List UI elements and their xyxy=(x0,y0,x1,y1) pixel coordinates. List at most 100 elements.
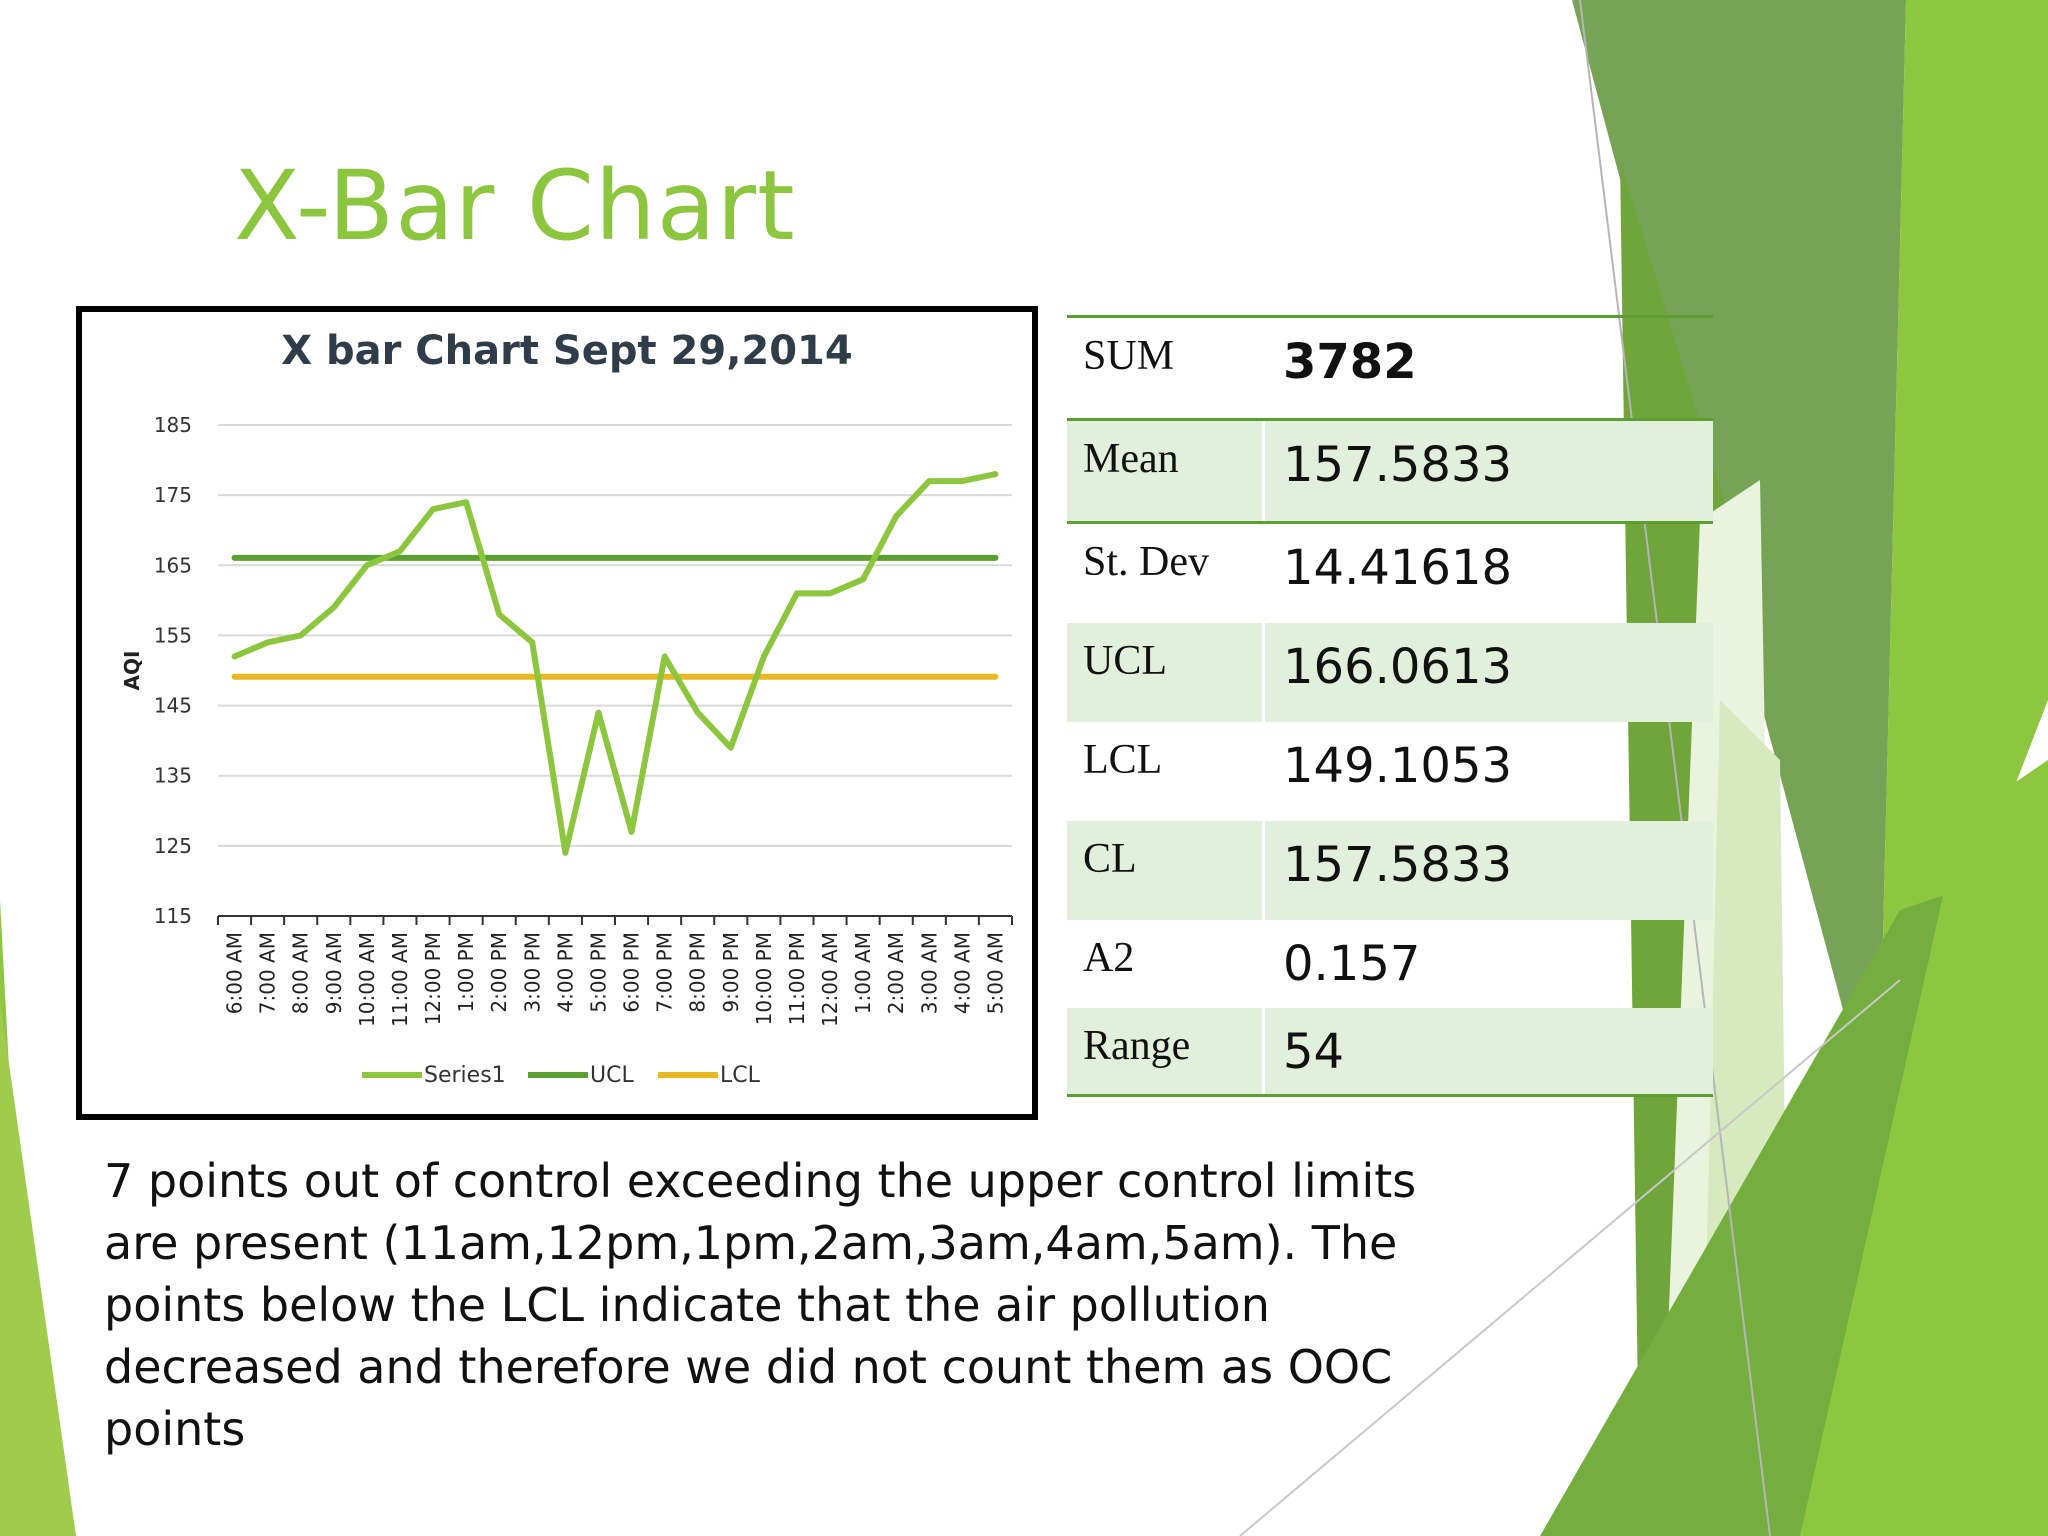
data-point-lcl xyxy=(961,676,963,678)
x-tick-label: 11:00 AM xyxy=(388,932,412,1027)
data-point-lcl xyxy=(498,676,500,678)
data-point-series1 xyxy=(763,655,765,657)
stats-table: SUM 3782 Mean 157.5833 St. Dev 14.41618 … xyxy=(1067,315,1713,1097)
data-point-series1 xyxy=(597,712,599,714)
data-point-lcl xyxy=(465,676,467,678)
data-point-series1 xyxy=(366,564,368,566)
data-point-lcl xyxy=(763,676,765,678)
data-point-lcl xyxy=(631,676,633,678)
x-tick-label: 5:00 AM xyxy=(983,932,1007,1014)
data-point-ucl xyxy=(465,557,467,559)
xbar-chart: X bar Chart Sept 29,2014 AQI 185 175 165 15… xyxy=(120,328,1013,1088)
data-point-ucl xyxy=(498,557,500,559)
stats-value: 14.41618 xyxy=(1283,540,1513,596)
data-point-series1 xyxy=(465,501,467,503)
stats-value: 0.157 xyxy=(1283,936,1421,992)
data-point-lcl xyxy=(928,676,930,678)
decor-shape xyxy=(0,1000,76,1536)
data-point-series1 xyxy=(631,831,633,833)
decor-shape xyxy=(1878,0,2048,1140)
data-point-series1 xyxy=(928,480,930,482)
stats-row-cl: CL 157.5833 xyxy=(1067,821,1713,920)
data-point-series1 xyxy=(564,852,566,854)
data-point-lcl xyxy=(994,676,996,678)
x-tick-label: 10:00 PM xyxy=(752,932,776,1025)
data-point-lcl xyxy=(300,676,302,678)
legend-label: Series1 xyxy=(424,1063,506,1088)
y-tick-label: 155 xyxy=(154,623,192,647)
data-point-ucl xyxy=(928,557,930,559)
data-point-ucl xyxy=(300,557,302,559)
data-point-series1 xyxy=(333,606,335,608)
data-point-series1 xyxy=(697,712,699,714)
y-axis-label: AQI xyxy=(120,651,144,691)
data-point-lcl xyxy=(366,676,368,678)
data-point-ucl xyxy=(432,557,434,559)
data-point-series1 xyxy=(895,515,897,517)
x-tick-label: 1:00 AM xyxy=(851,932,875,1014)
data-point-ucl xyxy=(597,557,599,559)
x-tick-label: 6:00 PM xyxy=(620,932,644,1013)
data-point-series1 xyxy=(994,473,996,475)
data-point-series1 xyxy=(796,592,798,594)
data-point-ucl xyxy=(994,557,996,559)
stats-label: LCL xyxy=(1067,722,1265,821)
data-point-ucl xyxy=(862,557,864,559)
data-point-lcl xyxy=(531,676,533,678)
data-point-lcl xyxy=(829,676,831,678)
y-tick-label: 135 xyxy=(154,764,192,788)
stats-row-ucl: UCL 166.0613 xyxy=(1067,623,1713,722)
data-point-series1 xyxy=(300,634,302,636)
data-point-ucl xyxy=(333,557,335,559)
data-point-ucl xyxy=(796,557,798,559)
stats-row-a2: A2 0.157 xyxy=(1067,920,1713,1008)
legend-label: UCL xyxy=(590,1063,634,1088)
data-point-series1 xyxy=(399,550,401,552)
data-point-ucl xyxy=(267,557,269,559)
y-tick-label: 185 xyxy=(154,413,192,437)
x-tick-label: 12:00 PM xyxy=(421,932,445,1025)
stats-value: 54 xyxy=(1283,1024,1345,1080)
x-tick-label: 6:00 AM xyxy=(223,932,247,1014)
data-point-lcl xyxy=(399,676,401,678)
data-point-series1 xyxy=(432,508,434,510)
stats-row-lcl: LCL 149.1053 xyxy=(1067,722,1713,821)
data-point-series1 xyxy=(730,747,732,749)
decor-line xyxy=(1239,979,1901,1536)
data-point-series1 xyxy=(498,613,500,615)
data-point-ucl xyxy=(730,557,732,559)
stats-value: 157.5833 xyxy=(1283,837,1513,893)
data-point-lcl xyxy=(234,676,236,678)
x-tick-label: 4:00 PM xyxy=(553,932,577,1013)
x-tick-label: 7:00 PM xyxy=(653,932,677,1013)
data-point-lcl xyxy=(664,676,666,678)
x-tick-label: 7:00 AM xyxy=(256,932,280,1014)
data-point-lcl xyxy=(862,676,864,678)
data-point-series1 xyxy=(234,655,236,657)
data-point-series1 xyxy=(531,641,533,643)
stats-label: UCL xyxy=(1067,623,1265,722)
y-tick-label: 145 xyxy=(154,694,192,718)
stats-row-sum: SUM 3782 xyxy=(1067,318,1713,421)
stats-label: SUM xyxy=(1067,318,1265,418)
stats-value: 157.5833 xyxy=(1283,437,1513,493)
data-point-lcl xyxy=(333,676,335,678)
x-tick-label: 8:00 PM xyxy=(686,932,710,1013)
data-point-ucl xyxy=(697,557,699,559)
data-point-ucl xyxy=(961,557,963,559)
x-tick-label: 10:00 AM xyxy=(355,932,379,1027)
y-tick-label: 175 xyxy=(154,483,192,507)
data-point-ucl xyxy=(399,557,401,559)
data-point-series1 xyxy=(664,655,666,657)
stats-row-range: Range 54 xyxy=(1067,1008,1713,1097)
data-point-lcl xyxy=(564,676,566,678)
data-point-series1 xyxy=(961,480,963,482)
stats-value: 3782 xyxy=(1283,334,1417,390)
data-point-ucl xyxy=(763,557,765,559)
x-tick-label: 2:00 AM xyxy=(884,932,908,1014)
data-point-series1 xyxy=(862,578,864,580)
stats-row-stdev: St. Dev 14.41618 xyxy=(1067,524,1713,623)
x-tick-label: 9:00 AM xyxy=(322,932,346,1014)
data-point-ucl xyxy=(366,557,368,559)
